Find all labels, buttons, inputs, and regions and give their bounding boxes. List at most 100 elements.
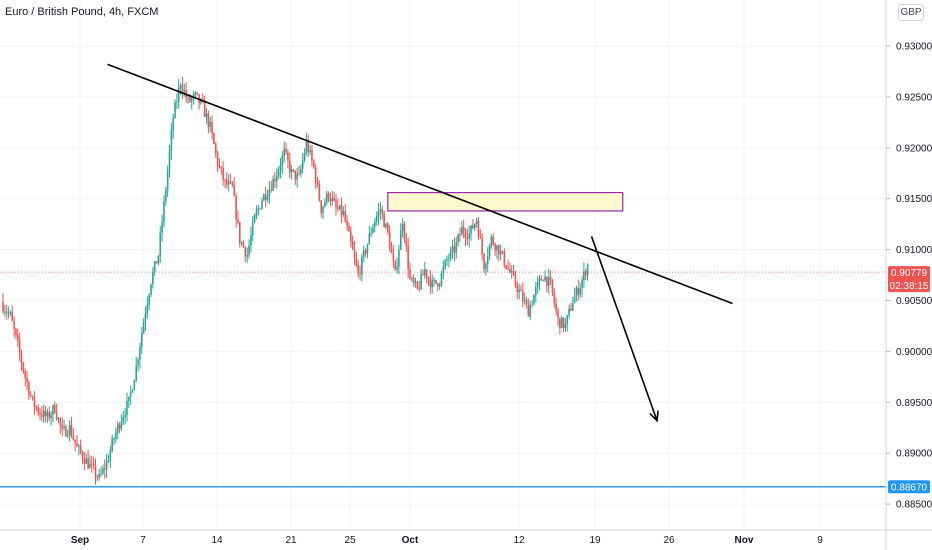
candle <box>276 168 278 189</box>
candle-body <box>146 304 149 314</box>
currency-button[interactable]: GBP <box>898 4 924 21</box>
candle-body <box>31 395 34 398</box>
candle <box>33 391 36 416</box>
resistance-zone-rectangle[interactable] <box>387 191 624 212</box>
time-tick-label: Oct <box>402 535 419 546</box>
candle <box>307 134 310 158</box>
candle <box>190 96 193 110</box>
candle-body <box>118 424 121 429</box>
candle-body <box>72 436 75 440</box>
candle-body <box>227 181 230 185</box>
candle <box>555 297 557 316</box>
candle-body <box>362 250 365 257</box>
candle-body <box>485 264 487 270</box>
time-tick-label: 21 <box>285 535 297 546</box>
candle-body <box>113 438 115 440</box>
candle-body <box>370 232 372 234</box>
candle <box>261 197 263 211</box>
candle <box>333 191 335 202</box>
candle <box>266 189 269 203</box>
candle <box>361 253 363 282</box>
candle <box>562 317 565 333</box>
candle <box>185 82 187 103</box>
candle-body <box>392 253 395 261</box>
candle <box>505 264 507 270</box>
candle-body <box>396 266 398 270</box>
candle <box>135 356 137 383</box>
drawing-annotations[interactable] <box>107 63 733 423</box>
candle-body <box>390 248 393 254</box>
forecast-arrow-line[interactable] <box>590 236 658 421</box>
candle-body <box>475 220 478 224</box>
candle-body <box>259 208 261 210</box>
candle <box>553 287 556 309</box>
candle-body <box>166 170 169 191</box>
candle-body <box>170 130 173 151</box>
candle <box>538 275 541 291</box>
candle <box>492 233 495 247</box>
price-axis[interactable]: 0.93000 0.92500 0.92000 0.91500 0.91000 0.905… <box>885 0 932 550</box>
candle-body <box>52 405 54 415</box>
candle-body <box>398 249 400 267</box>
time-tick-label: 12 <box>513 535 525 546</box>
candle-body <box>150 284 152 295</box>
candle <box>224 178 226 189</box>
candle-body <box>7 312 10 314</box>
candle <box>76 434 78 447</box>
candle <box>139 342 141 369</box>
candle <box>46 408 49 423</box>
candle <box>348 222 350 232</box>
candle-body <box>61 425 63 429</box>
candle-body <box>231 182 234 186</box>
candle-body <box>586 264 589 276</box>
candle-body <box>557 310 559 319</box>
candle <box>486 247 489 273</box>
candle-body <box>24 371 26 378</box>
candle-body <box>366 244 369 254</box>
candle <box>79 439 82 455</box>
candle-body <box>229 181 232 183</box>
candle <box>416 280 419 290</box>
candle-body <box>81 452 84 460</box>
candle <box>128 396 130 409</box>
candle-body <box>314 167 317 184</box>
candle <box>288 152 291 179</box>
candle-body <box>5 311 8 313</box>
candle <box>568 304 570 319</box>
candle-body <box>91 463 93 465</box>
candle-body <box>340 205 343 216</box>
candle <box>560 315 563 329</box>
candle <box>70 416 73 439</box>
forecast-arrow-head <box>649 410 659 423</box>
candle-body <box>120 421 123 429</box>
candlestick-series <box>2 76 589 485</box>
candle <box>242 240 245 248</box>
candle-body <box>438 284 441 287</box>
candle-body <box>48 412 51 419</box>
candle-body <box>165 190 167 202</box>
candle-body <box>83 459 86 464</box>
time-tick-label: Nov <box>735 535 754 546</box>
candle-body <box>296 173 298 180</box>
candle-body <box>94 465 97 477</box>
candle <box>129 385 132 405</box>
candle <box>281 151 284 175</box>
candle-body <box>131 390 134 393</box>
candle-body <box>17 334 19 342</box>
candle <box>20 349 23 371</box>
candle-body <box>285 148 287 153</box>
candle <box>514 270 517 288</box>
candle <box>220 166 223 175</box>
candle <box>366 243 369 259</box>
candle-body <box>427 277 430 279</box>
descending-trendline[interactable] <box>107 63 733 305</box>
candle <box>98 468 100 481</box>
candle-body <box>216 152 219 167</box>
candle <box>244 246 247 263</box>
candle-body <box>168 150 171 171</box>
candle <box>490 234 493 250</box>
time-axis[interactable]: Sep 7 14 21 25 Oct 12 19 26 Nov 9 <box>0 529 932 546</box>
candle <box>285 142 287 155</box>
price-tick-label: 0.90500 <box>896 296 932 307</box>
